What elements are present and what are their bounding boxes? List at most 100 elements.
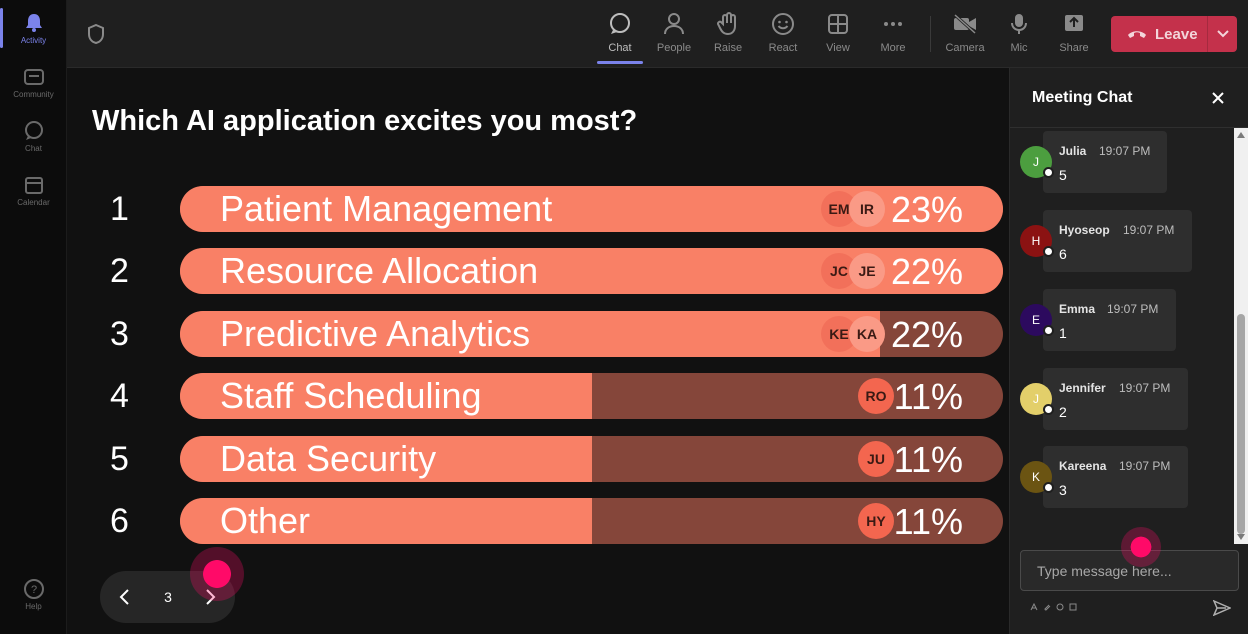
poll-question: Which AI application excites you most?: [92, 105, 638, 137]
toolbar-button-label: People: [656, 42, 692, 54]
presence-status-icon: [1043, 404, 1054, 415]
voter-avatar: JE: [849, 253, 885, 289]
scrollbar-thumb[interactable]: [1237, 314, 1245, 534]
toolbar-button-label: More: [880, 42, 906, 54]
option-rank: 5: [110, 440, 129, 478]
chat-icon: [24, 121, 43, 140]
pointer-highlight: [1121, 527, 1161, 567]
message-time: 19:07 PM: [1099, 144, 1151, 158]
option-bar-fill: [180, 498, 592, 544]
toolbar-react-button[interactable]: React: [756, 8, 810, 62]
rail-item-activity[interactable]: Activity: [0, 12, 67, 45]
message-author: Julia: [1059, 144, 1087, 158]
meeting-chat-panel: Meeting Chat Julia 19:07 PM 5 J Hyoseop …: [1009, 68, 1248, 634]
option-label: Resource Allocation: [220, 250, 539, 291]
voter-avatar: KA: [849, 316, 885, 352]
close-icon[interactable]: [1211, 91, 1225, 105]
chat-message: Jennifer 19:07 PM 2 J: [1010, 368, 1232, 432]
attach-icon[interactable]: [1043, 603, 1051, 611]
option-label: Data Security: [220, 438, 437, 479]
share-icon: [1065, 15, 1083, 31]
toolbar-share-button[interactable]: Share: [1047, 8, 1101, 62]
leave-dropdown[interactable]: [1207, 16, 1237, 52]
presence-status-icon: [1043, 482, 1054, 493]
rail-active-indicator: [0, 8, 3, 48]
poll-option-row: 4 Staff Scheduling RO 11%: [67, 373, 1009, 419]
poll-stage: Which AI application excites you most? 1…: [67, 68, 1009, 634]
option-rank: 4: [110, 377, 129, 415]
divider: [1010, 127, 1248, 128]
poll-option-row: 5 Data Security JU 11%: [67, 436, 1009, 482]
bell-icon: [25, 14, 42, 32]
toolbar-people-button[interactable]: People: [647, 8, 701, 62]
option-bar-fill: [180, 311, 880, 357]
toolbar-button-label: Raise: [713, 42, 743, 54]
option-percent: 22%: [890, 314, 963, 355]
toolbar-raise-button[interactable]: Raise: [701, 8, 755, 62]
message-author: Jennifer: [1059, 381, 1106, 395]
chevron-left-icon[interactable]: [118, 588, 132, 606]
scroll-down-arrow-icon[interactable]: [1237, 534, 1245, 540]
rail-item-calendar[interactable]: Calendar: [0, 174, 67, 207]
option-percent: 11%: [893, 439, 963, 480]
message-bubble: Julia 19:07 PM 5: [1043, 131, 1167, 193]
view-grid-icon: [828, 14, 848, 34]
toolbar-chat-button[interactable]: Chat: [593, 8, 647, 62]
toolbar-more-button[interactable]: More: [866, 8, 920, 62]
toolbar-mic-button[interactable]: Mic: [992, 8, 1046, 62]
raise-hand-icon: [717, 12, 736, 36]
app-rail: Activity Community Chat Calendar ? Help: [0, 0, 67, 634]
option-percent: 11%: [893, 376, 963, 417]
option-label: Staff Scheduling: [220, 375, 482, 416]
gif-icon[interactable]: [1069, 603, 1077, 611]
option-bar: Staff Scheduling RO 11%: [180, 373, 1003, 419]
calendar-icon: [24, 177, 43, 194]
camera-off-icon: [953, 13, 977, 35]
option-percent: 22%: [890, 251, 963, 292]
rail-item-help[interactable]: ? Help: [0, 578, 67, 611]
option-bar: Data Security JU 11%: [180, 436, 1003, 482]
page-number: 3: [164, 589, 172, 605]
format-icon[interactable]: [1030, 603, 1038, 611]
option-bar-fill: [180, 373, 592, 419]
community-icon: [23, 69, 44, 85]
leave-button[interactable]: Leave: [1111, 16, 1237, 52]
emoji-icon[interactable]: [1056, 603, 1064, 611]
meeting-toolbar: Chat People Raise React View More Camera…: [67, 0, 1248, 68]
react-smile-icon: [772, 13, 794, 35]
toolbar-button-label: View: [826, 42, 850, 54]
message-time: 19:07 PM: [1107, 302, 1159, 316]
presence-status-icon: [1043, 325, 1054, 336]
option-rank: 6: [110, 502, 129, 540]
scroll-up-arrow-icon[interactable]: [1237, 132, 1245, 138]
option-percent: 11%: [893, 501, 963, 542]
rail-item-chat[interactable]: Chat: [0, 120, 67, 153]
message-author: Hyoseop: [1059, 223, 1110, 237]
toolbar-separator: [930, 16, 931, 52]
voter-avatar: IR: [849, 191, 885, 227]
option-bar: Patient Management EM IR 23%: [180, 186, 1003, 232]
toolbar-button-label: Share: [1059, 42, 1089, 54]
message-bubble: Jennifer 19:07 PM 2: [1043, 368, 1188, 430]
poll-option-row: 3 Predictive Analytics KE KA 22%: [67, 311, 1009, 357]
rail-item-label: Help: [25, 602, 42, 611]
message-text: 2: [1059, 404, 1067, 420]
compose-tools: [1030, 603, 1077, 611]
message-time: 19:07 PM: [1119, 459, 1171, 473]
send-icon[interactable]: [1213, 600, 1231, 616]
toolbar-camera-button[interactable]: Camera: [938, 8, 992, 62]
option-rank: 2: [110, 252, 129, 290]
voter-avatar: HY: [858, 503, 894, 539]
voter-avatar: JU: [858, 441, 894, 477]
chat-message: Emma 19:07 PM 1 E: [1010, 289, 1232, 353]
toolbar-view-button[interactable]: View: [811, 8, 865, 62]
phone-hangup-icon: [1128, 31, 1146, 38]
presence-status-icon: [1043, 167, 1054, 178]
leave-label: Leave: [1155, 25, 1198, 43]
toolbar-button-label: React: [768, 42, 798, 54]
toolbar-button-label: Chat: [608, 42, 632, 54]
chat-scrollbar[interactable]: [1234, 128, 1248, 544]
svg-text:?: ?: [30, 584, 36, 596]
chat-bubble-icon: [610, 13, 630, 34]
rail-item-community[interactable]: Community: [0, 66, 67, 99]
